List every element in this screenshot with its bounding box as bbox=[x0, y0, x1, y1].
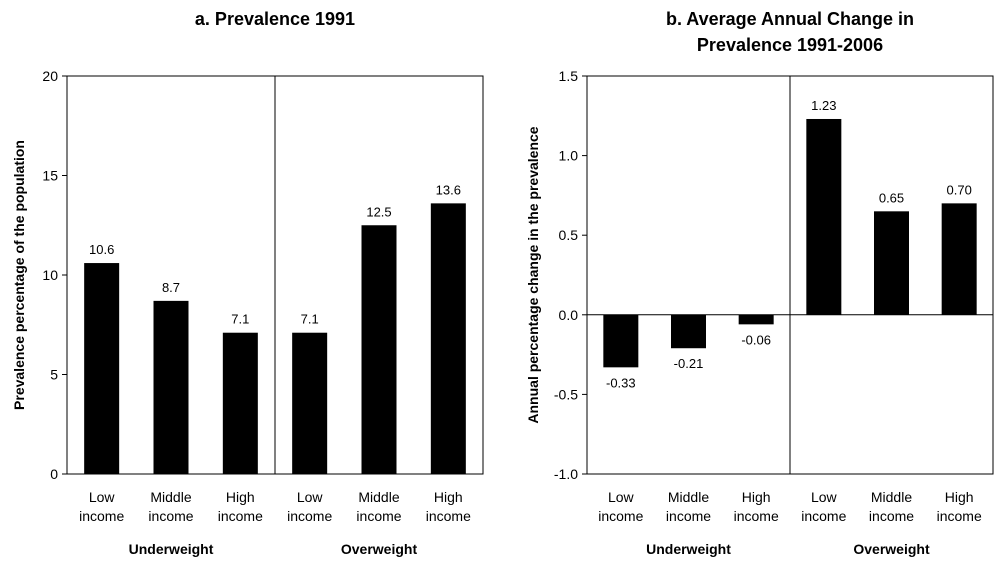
bar bbox=[154, 301, 189, 474]
data-label: 0.65 bbox=[879, 190, 904, 205]
category-label: income bbox=[598, 508, 643, 524]
data-label: -0.33 bbox=[606, 375, 636, 390]
data-label: 0.70 bbox=[947, 182, 972, 197]
y-tick-label: 5 bbox=[50, 367, 58, 383]
category-label: income bbox=[426, 508, 471, 524]
group-label: Overweight bbox=[341, 541, 418, 557]
category-label: Low bbox=[608, 489, 635, 505]
category-label: Middle bbox=[668, 489, 709, 505]
category-label: High bbox=[742, 489, 771, 505]
y-tick-label: -1.0 bbox=[554, 466, 578, 482]
y-tick-label: -0.5 bbox=[554, 386, 578, 402]
data-label: 13.6 bbox=[436, 182, 461, 197]
data-label: 1.23 bbox=[811, 98, 836, 113]
chart-title: b. Average Annual Change in bbox=[666, 9, 914, 29]
y-tick-label: 0.0 bbox=[559, 307, 579, 323]
category-label: income bbox=[356, 508, 401, 524]
y-axis-label: Annual percentage change in the prevalen… bbox=[525, 126, 541, 423]
bar bbox=[942, 203, 977, 314]
y-tick-label: 10 bbox=[42, 267, 58, 283]
bar bbox=[84, 263, 119, 474]
chart-title: Prevalence 1991-2006 bbox=[697, 35, 883, 55]
category-label: income bbox=[937, 508, 982, 524]
category-label: Low bbox=[89, 489, 116, 505]
data-label: 12.5 bbox=[366, 204, 391, 219]
category-label: Low bbox=[297, 489, 324, 505]
y-tick-label: 0 bbox=[50, 466, 58, 482]
category-label: income bbox=[287, 508, 332, 524]
data-label: 10.6 bbox=[89, 242, 114, 257]
category-label: High bbox=[226, 489, 255, 505]
group-label: Underweight bbox=[646, 541, 731, 557]
bar bbox=[874, 211, 909, 314]
category-label: Middle bbox=[871, 489, 912, 505]
bar bbox=[671, 315, 706, 348]
category-label: High bbox=[434, 489, 463, 505]
bar bbox=[431, 203, 466, 474]
bar bbox=[223, 333, 258, 474]
category-label: Middle bbox=[358, 489, 399, 505]
data-label: 8.7 bbox=[162, 280, 180, 295]
y-tick-label: 0.5 bbox=[559, 227, 579, 243]
category-label: income bbox=[148, 508, 193, 524]
category-label: income bbox=[801, 508, 846, 524]
data-label: -0.21 bbox=[674, 356, 704, 371]
bar bbox=[603, 315, 638, 368]
group-label: Underweight bbox=[129, 541, 214, 557]
category-label: income bbox=[734, 508, 779, 524]
group-label: Overweight bbox=[853, 541, 930, 557]
panel-b-annual-change: b. Average Annual Change in Prevalence 19… bbox=[525, 9, 993, 557]
data-label: -0.06 bbox=[741, 332, 771, 347]
data-label: 7.1 bbox=[231, 312, 249, 327]
category-label: High bbox=[945, 489, 974, 505]
chart-title: a. Prevalence 1991 bbox=[195, 9, 355, 29]
category-label: income bbox=[869, 508, 914, 524]
bar bbox=[292, 333, 327, 474]
category-label: income bbox=[79, 508, 124, 524]
y-tick-label: 15 bbox=[42, 168, 58, 184]
bar bbox=[806, 119, 841, 315]
category-label: income bbox=[218, 508, 263, 524]
category-label: Middle bbox=[150, 489, 191, 505]
category-label: income bbox=[666, 508, 711, 524]
panel-a-prevalence-1991: a. Prevalence 1991 Prevalence percentage … bbox=[11, 9, 483, 557]
y-tick-label: 1.0 bbox=[559, 148, 579, 164]
y-axis-label: Prevalence percentage of the population bbox=[11, 140, 27, 410]
bar bbox=[362, 225, 397, 474]
y-tick-label: 1.5 bbox=[559, 68, 579, 84]
category-label: Low bbox=[811, 489, 838, 505]
bar bbox=[739, 315, 774, 325]
y-tick-label: 20 bbox=[42, 68, 58, 84]
data-label: 7.1 bbox=[301, 312, 319, 327]
